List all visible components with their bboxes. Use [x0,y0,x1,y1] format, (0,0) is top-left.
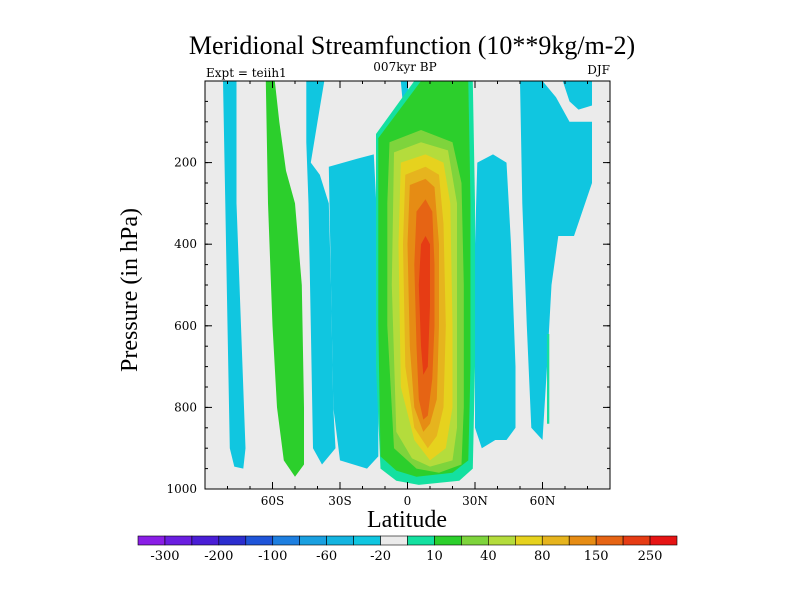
field-cell-250 [418,236,430,375]
colorbar-swatch [353,535,381,546]
y-tick-label: 1000 [166,482,197,496]
colorbar-swatch [595,535,624,546]
chart-title: Meridional Streamfunction (10**9kg/m-2) [189,31,635,60]
x-tick-label: 0 [404,494,412,508]
field-cyan-band-far-north [520,81,592,440]
y-tick-label: 600 [174,319,197,333]
colorbar-swatch [299,535,327,546]
colorbar-swatch [568,535,597,546]
field-cyan-ring-south-of-cell [328,154,379,469]
colorbar: -300 -200 -100 -60 -20 10 40 80 150 250 [137,535,678,564]
colorbar-swatch [488,535,516,546]
colorbar-label: 10 [426,549,443,564]
colorbar-label: 40 [480,549,497,564]
colorbar-swatch [245,535,274,546]
field-green-band-south [265,81,304,477]
colorbar-label: -60 [316,549,337,564]
x-tick-label: 30S [328,494,352,508]
contour-fields [223,81,592,485]
colorbar-swatch [218,535,247,546]
colorbar-swatch [164,535,193,546]
field-cyan-band-far-south [223,81,246,469]
y-axis-label: Pressure (in hPa) [117,208,143,372]
colorbar-swatch [434,535,462,546]
subtitle-right: DJF [587,63,610,77]
x-tick-label: 60N [530,494,556,508]
y-tick-label: 800 [174,400,197,414]
x-tick-label: 60S [261,494,285,508]
colorbar-swatch [541,535,570,546]
colorbar-swatch [191,535,220,546]
x-axis-label: Latitude [367,507,447,533]
field-cyan-patch-north-top [562,81,592,110]
field-green-sliver-north [547,334,550,424]
colorbar-label: 150 [584,549,609,564]
y-tick-label: 400 [174,237,197,251]
colorbar-label: -200 [204,549,233,564]
y-tick-label: 200 [174,156,197,170]
colorbar-swatch [461,535,489,546]
colorbar-label: -20 [370,549,391,564]
colorbar-swatch [137,535,166,546]
colorbar-swatch [649,535,678,546]
subtitle-left: Expt = teiih1 [206,66,287,80]
field-cyan-band-south-mid [306,81,336,465]
colorbar-swatch [272,535,301,546]
colorbar-label: -100 [258,549,287,564]
x-axis-ticks: 60S 30S 0 30N 60N [227,81,588,508]
colorbar-swatch [380,535,408,546]
x-tick-label: 30N [462,494,488,508]
colorbar-label: 250 [638,549,663,564]
field-cyan-band-north-mid [475,154,516,449]
subtitle-center: 007kyr BP [373,60,436,74]
colorbar-label: 80 [534,549,551,564]
colorbar-swatch [622,535,651,546]
colorbar-swatch [514,535,543,546]
colorbar-label: -300 [150,549,179,564]
colorbar-swatch [326,535,354,546]
y-axis-ticks: 200 400 600 800 1000 [166,100,610,496]
plot-area: 60S 30S 0 30N 60N 200 400 600 800 1000 [166,80,611,508]
colorbar-swatch [407,535,435,546]
